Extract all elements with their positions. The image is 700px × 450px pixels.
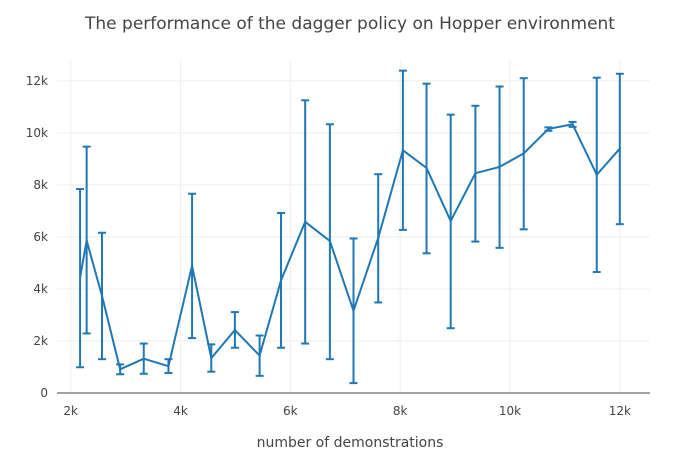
x-tick-label: 6k — [283, 404, 298, 418]
data-point — [142, 357, 145, 360]
x-tick-label: 12k — [609, 404, 631, 418]
data-point — [377, 236, 380, 239]
x-tick-label: 10k — [499, 404, 521, 418]
data-point — [119, 368, 122, 371]
data-point — [522, 152, 525, 155]
data-point — [210, 357, 213, 360]
x-tick-label: 4k — [173, 404, 188, 418]
data-point — [401, 149, 404, 152]
data-point — [352, 309, 355, 312]
y-tick-label: 6k — [33, 230, 48, 244]
data-point — [328, 240, 331, 243]
data-point — [595, 173, 598, 176]
x-tick-label: 8k — [393, 404, 408, 418]
data-point — [79, 276, 82, 279]
data-point — [101, 294, 104, 297]
data-point — [498, 165, 501, 168]
data-point — [280, 279, 283, 282]
data-point — [191, 264, 194, 267]
y-axis-ticks: 0 2k 4k 6k 8k 10k 12k — [26, 74, 48, 400]
data-point — [547, 127, 550, 130]
y-tick-label: 4k — [33, 282, 48, 296]
x-tick-label: 2k — [63, 404, 78, 418]
chart-title: The performance of the dagger policy on … — [84, 14, 615, 34]
data-point — [449, 220, 452, 223]
y-tick-label: 0 — [40, 386, 48, 400]
y-tick-label: 2k — [33, 334, 48, 348]
data-point — [167, 365, 170, 368]
y-tick-label: 10k — [26, 126, 48, 140]
y-tick-label: 8k — [33, 178, 48, 192]
data-point — [474, 172, 477, 175]
data-point — [85, 239, 88, 242]
error-bars — [76, 69, 624, 385]
x-axis-ticks: 2k 4k 6k 8k 10k 12k — [63, 404, 631, 418]
data-point — [258, 354, 261, 357]
data-point — [571, 123, 574, 126]
y-tick-label: 12k — [26, 74, 48, 88]
series-line — [79, 123, 621, 371]
data-point — [618, 147, 621, 150]
series-line-group — [79, 123, 621, 371]
data-point — [304, 220, 307, 223]
x-axis-label: number of demonstrations — [257, 435, 444, 450]
data-point — [425, 166, 428, 169]
data-point — [233, 329, 236, 332]
